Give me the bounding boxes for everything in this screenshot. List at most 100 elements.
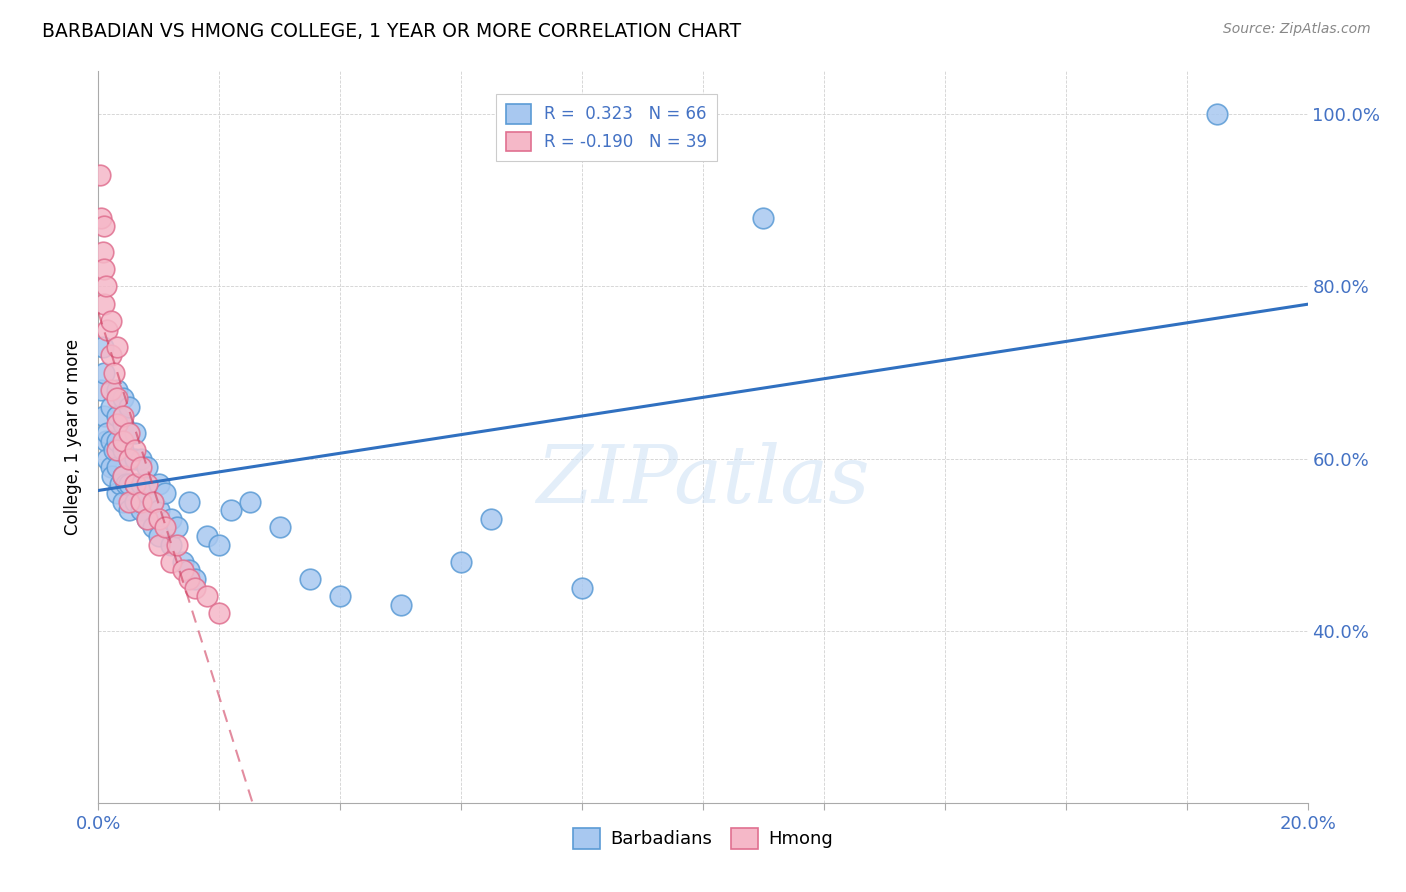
Point xyxy=(184,572,207,586)
Legend: Barbadians, Hmong: Barbadians, Hmong xyxy=(572,828,834,848)
Point xyxy=(105,409,128,423)
Point xyxy=(118,451,141,466)
Point xyxy=(105,417,128,432)
Point xyxy=(269,520,291,534)
Point xyxy=(103,442,125,457)
Point xyxy=(124,477,146,491)
Point xyxy=(160,538,183,552)
Point xyxy=(111,417,134,432)
Point xyxy=(105,383,128,397)
Point xyxy=(96,451,118,466)
Point xyxy=(111,468,134,483)
Point xyxy=(118,503,141,517)
Point xyxy=(93,219,115,234)
Point xyxy=(100,434,122,449)
Point xyxy=(100,348,122,362)
Point xyxy=(195,589,218,603)
Point xyxy=(1206,107,1229,121)
Point xyxy=(166,538,188,552)
Point xyxy=(153,520,176,534)
Point xyxy=(111,409,134,423)
Point xyxy=(105,486,128,500)
Point xyxy=(100,383,122,397)
Point xyxy=(111,468,134,483)
Point xyxy=(329,589,352,603)
Point xyxy=(93,409,115,423)
Point xyxy=(100,400,122,414)
Point xyxy=(124,477,146,491)
Point xyxy=(118,425,141,440)
Point xyxy=(129,460,152,475)
Point xyxy=(129,494,152,508)
Point xyxy=(118,400,141,414)
Y-axis label: College, 1 year or more: College, 1 year or more xyxy=(65,339,83,535)
Point xyxy=(118,451,141,466)
Point xyxy=(239,494,262,508)
Point xyxy=(172,555,194,569)
Point xyxy=(90,211,112,225)
Point xyxy=(96,425,118,440)
Point xyxy=(129,451,152,466)
Point xyxy=(124,425,146,440)
Point xyxy=(142,494,165,508)
Point xyxy=(195,529,218,543)
Point xyxy=(450,555,472,569)
Point xyxy=(129,503,152,517)
Point xyxy=(752,211,775,225)
Point xyxy=(160,512,183,526)
Point xyxy=(124,451,146,466)
Point xyxy=(94,434,117,449)
Point xyxy=(91,340,114,354)
Point xyxy=(118,477,141,491)
Point xyxy=(135,460,157,475)
Point xyxy=(93,366,115,380)
Point xyxy=(108,477,131,491)
Point xyxy=(94,279,117,293)
Text: BARBADIAN VS HMONG COLLEGE, 1 YEAR OR MORE CORRELATION CHART: BARBADIAN VS HMONG COLLEGE, 1 YEAR OR MO… xyxy=(42,22,741,41)
Point xyxy=(129,477,152,491)
Point xyxy=(148,512,170,526)
Point xyxy=(89,168,111,182)
Point xyxy=(135,512,157,526)
Point xyxy=(299,572,322,586)
Point xyxy=(96,322,118,336)
Point xyxy=(118,425,141,440)
Point xyxy=(148,477,170,491)
Point xyxy=(135,512,157,526)
Point xyxy=(148,538,170,552)
Point xyxy=(481,512,503,526)
Point xyxy=(105,460,128,475)
Point xyxy=(179,564,201,578)
Text: Source: ZipAtlas.com: Source: ZipAtlas.com xyxy=(1223,22,1371,37)
Point xyxy=(153,486,176,500)
Point xyxy=(129,494,152,508)
Point xyxy=(105,340,128,354)
Point xyxy=(105,434,128,449)
Point xyxy=(208,538,231,552)
Point xyxy=(111,434,134,449)
Point xyxy=(179,572,201,586)
Point xyxy=(93,262,115,277)
Point xyxy=(160,555,183,569)
Point xyxy=(111,494,134,508)
Point xyxy=(179,494,201,508)
Point xyxy=(124,442,146,457)
Point xyxy=(135,486,157,500)
Point xyxy=(100,468,122,483)
Point xyxy=(93,296,115,310)
Text: ZIPatlas: ZIPatlas xyxy=(536,442,870,520)
Point xyxy=(105,442,128,457)
Point xyxy=(208,607,231,621)
Point xyxy=(135,477,157,491)
Point xyxy=(114,477,136,491)
Point xyxy=(91,245,114,260)
Point xyxy=(100,314,122,328)
Point xyxy=(221,503,243,517)
Point xyxy=(103,366,125,380)
Point xyxy=(90,383,112,397)
Point xyxy=(124,494,146,508)
Point xyxy=(142,520,165,534)
Point xyxy=(148,503,170,517)
Point xyxy=(389,598,412,612)
Point xyxy=(148,529,170,543)
